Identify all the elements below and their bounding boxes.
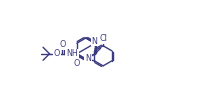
Text: O: O bbox=[60, 40, 66, 49]
Text: Cl: Cl bbox=[99, 35, 107, 44]
Text: O: O bbox=[74, 59, 80, 68]
Text: O: O bbox=[54, 49, 60, 58]
Text: N: N bbox=[85, 54, 91, 63]
Text: N: N bbox=[91, 37, 97, 46]
Text: NH: NH bbox=[66, 49, 78, 58]
